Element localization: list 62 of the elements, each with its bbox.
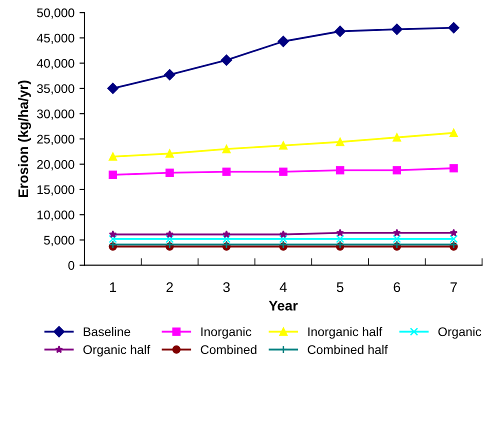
x-tick-label: 6 — [394, 282, 400, 292]
point — [336, 234, 344, 244]
point — [222, 168, 231, 176]
point — [166, 168, 174, 177]
point — [222, 144, 231, 154]
point — [450, 228, 458, 236]
legend-label: Organic — [438, 327, 482, 339]
point — [448, 22, 460, 34]
point — [392, 228, 401, 236]
point — [222, 234, 231, 244]
y-tick-label: 0 — [68, 261, 74, 270]
y-tick-label: 25,000 — [37, 134, 74, 146]
y-tick-label: 50,000 — [37, 8, 74, 19]
point — [222, 230, 230, 238]
point — [391, 24, 402, 35]
point — [166, 234, 174, 244]
point — [166, 149, 174, 158]
y-tick-label: 45,000 — [36, 34, 74, 44]
point — [392, 234, 402, 244]
legend-label: Combined — [200, 344, 256, 354]
x-tick-label: 1 — [110, 282, 116, 292]
x-tick-label: 4 — [280, 282, 287, 292]
point — [107, 82, 118, 94]
x-tick-label: 3 — [223, 282, 230, 292]
legend-label: Organic half — [83, 344, 150, 357]
y-tick-label: 30,000 — [37, 109, 74, 120]
point — [336, 138, 344, 146]
y-tick-label: 15,000 — [37, 185, 74, 196]
y-axis-title: Erosion (kg/ha/yr) — [18, 80, 31, 198]
legend-label: Inorganic half — [308, 327, 382, 339]
point — [108, 152, 118, 161]
point — [450, 234, 458, 244]
point — [334, 26, 346, 37]
point — [392, 133, 402, 142]
point — [166, 230, 174, 238]
y-tick-label: 35,000 — [37, 84, 74, 95]
x-tick-label: 7 — [450, 282, 457, 292]
y-tick-label: 5,000 — [44, 236, 74, 246]
legend-label: Inorganic — [201, 327, 252, 339]
legend-label: Combined half — [308, 344, 388, 354]
point — [278, 36, 289, 48]
x-tick-label: 2 — [166, 282, 173, 292]
point — [450, 164, 458, 172]
y-tick-label: 40,000 — [36, 58, 74, 70]
point — [279, 141, 288, 150]
x-axis-title: Year — [268, 300, 298, 311]
point — [220, 54, 232, 66]
point — [450, 128, 458, 138]
point — [392, 166, 402, 174]
point — [164, 69, 176, 80]
point — [279, 234, 288, 244]
point — [336, 228, 344, 236]
y-tick-label: 20,000 — [37, 160, 74, 170]
point — [279, 168, 288, 176]
point — [108, 170, 118, 179]
legend-label: Baseline — [84, 327, 130, 336]
x-tick-label: 5 — [336, 282, 344, 292]
point — [336, 166, 344, 174]
point — [108, 234, 118, 244]
y-tick-label: 10,000 — [37, 210, 74, 221]
point — [279, 230, 288, 238]
point — [108, 230, 117, 238]
